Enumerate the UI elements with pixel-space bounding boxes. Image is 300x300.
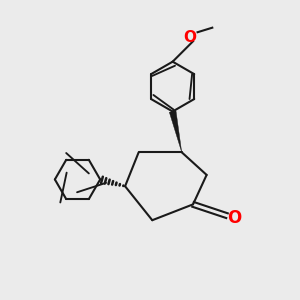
Text: O: O — [183, 30, 196, 45]
Polygon shape — [169, 111, 182, 152]
Text: O: O — [227, 209, 241, 227]
